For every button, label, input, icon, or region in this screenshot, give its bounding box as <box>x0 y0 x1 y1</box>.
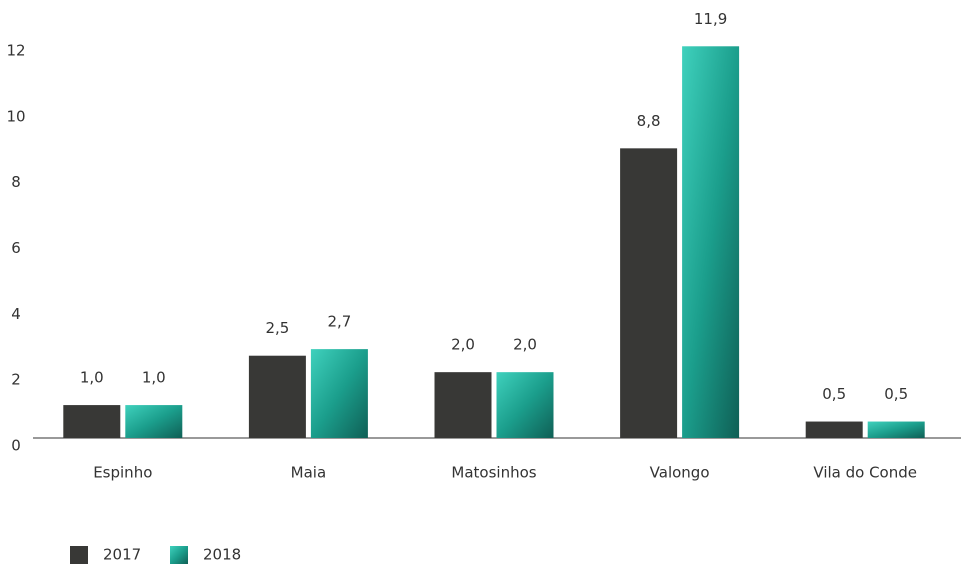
bar <box>125 405 183 438</box>
value-label: 2,5 <box>265 319 289 337</box>
x-tick-label: Matosinhos <box>451 464 536 482</box>
legend-swatch <box>170 546 188 564</box>
y-tick-label: 10 <box>6 107 25 125</box>
bar <box>310 349 368 438</box>
value-label: 0,5 <box>822 385 846 403</box>
bar <box>248 355 306 438</box>
legend-label: 2018 <box>203 546 241 564</box>
y-tick-label: 6 <box>11 239 21 257</box>
bar <box>434 372 492 438</box>
value-label: 1,0 <box>142 369 166 387</box>
bar <box>496 372 554 438</box>
y-tick-label: 4 <box>11 305 21 323</box>
value-label: 0,5 <box>884 385 908 403</box>
bar <box>867 421 925 438</box>
x-tick-label: Valongo <box>650 464 710 482</box>
x-tick-label: Vila do Conde <box>813 464 917 482</box>
y-tick-label: 8 <box>11 173 21 191</box>
bar <box>805 421 863 438</box>
x-tick-label: Maia <box>291 464 327 482</box>
bar <box>63 405 121 438</box>
bar <box>620 148 678 439</box>
legend-swatch <box>70 546 88 564</box>
value-label: 1,0 <box>80 369 104 387</box>
value-label: 2,0 <box>513 336 537 354</box>
value-label: 8,8 <box>637 112 661 130</box>
value-label: 2,0 <box>451 336 475 354</box>
value-label: 2,7 <box>327 313 351 331</box>
y-tick-label: 0 <box>11 437 21 455</box>
y-tick-label: 2 <box>11 371 21 389</box>
y-tick-label: 12 <box>6 42 25 60</box>
value-label: 11,9 <box>694 10 727 28</box>
bar <box>682 46 740 439</box>
x-tick-label: Espinho <box>93 464 152 482</box>
legend-label: 2017 <box>103 546 141 564</box>
